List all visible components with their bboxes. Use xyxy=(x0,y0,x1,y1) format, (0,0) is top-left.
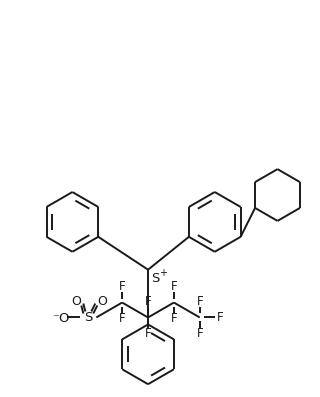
Text: F: F xyxy=(145,327,151,340)
Text: F: F xyxy=(217,311,223,324)
Text: +: + xyxy=(159,268,167,278)
Text: S: S xyxy=(84,311,92,324)
Text: F: F xyxy=(196,327,203,340)
Text: F: F xyxy=(119,280,125,293)
Text: O: O xyxy=(97,295,107,308)
Text: F: F xyxy=(145,295,151,308)
Text: F: F xyxy=(171,280,177,293)
Text: O: O xyxy=(71,295,81,308)
Text: F: F xyxy=(171,312,177,325)
Text: F: F xyxy=(119,312,125,325)
Text: F: F xyxy=(196,295,203,308)
Text: S: S xyxy=(151,272,159,285)
Text: ⁻O: ⁻O xyxy=(52,312,69,325)
